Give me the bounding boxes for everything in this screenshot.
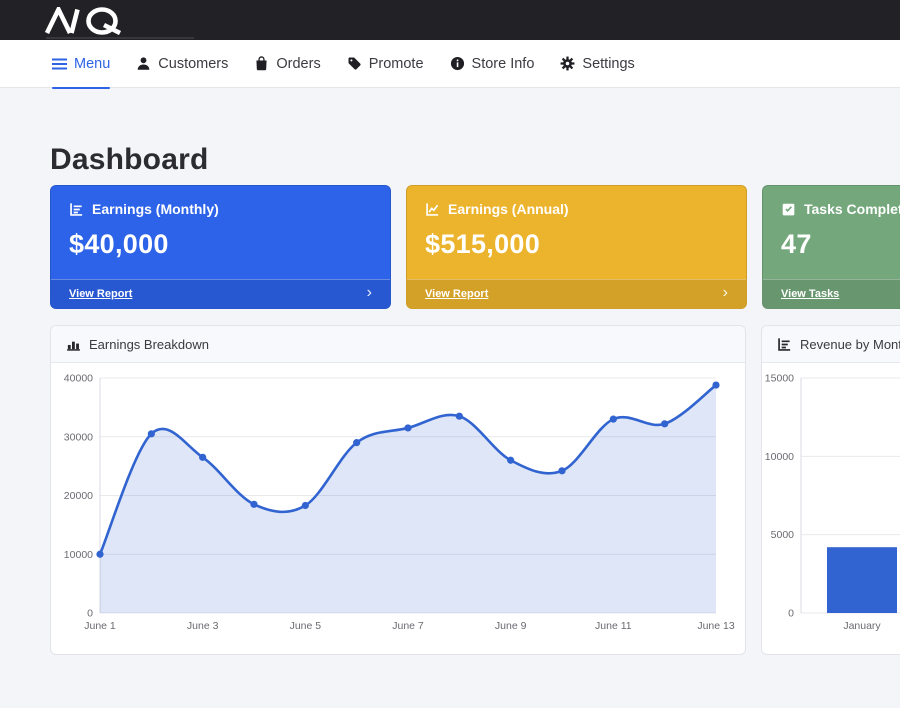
nav-item-store-info[interactable]: Store Info [450, 40, 535, 87]
stat-card-value: $40,000 [69, 229, 169, 259]
bar-lines-icon [70, 202, 83, 216]
shopping-bag-icon [256, 56, 267, 71]
logo-underline [46, 37, 194, 39]
stat-card-earnings-monthly: Earnings (Monthly) $40,000 View Report › [50, 185, 391, 309]
svg-text:June 3: June 3 [187, 620, 219, 632]
stat-card-title: Tasks Completed [804, 201, 900, 217]
stat-card-value: $515,000 [425, 229, 541, 259]
top-app-bar [0, 0, 900, 40]
svg-text:10000: 10000 [64, 549, 93, 561]
nav-item-promote[interactable]: Promote [347, 40, 424, 87]
hamburger-icon [52, 58, 67, 69]
stat-card-title: Earnings (Annual) [448, 201, 569, 217]
view-report-link[interactable]: View Report [69, 288, 133, 300]
page-title: Dashboard [50, 143, 209, 176]
svg-text:40000: 40000 [64, 373, 93, 385]
svg-text:June 7: June 7 [392, 620, 424, 632]
svg-text:January: January [843, 620, 881, 632]
svg-text:10000: 10000 [765, 451, 794, 463]
tag-icon [348, 57, 361, 70]
active-tab-underline [52, 87, 111, 89]
check-square-icon [782, 203, 795, 215]
stat-cards-row: Earnings (Monthly) $40,000 View Report ›… [50, 185, 900, 309]
stat-card-tasks-completed: Tasks Completed 47 View Tasks › [762, 185, 900, 309]
stat-card-title: Earnings (Monthly) [92, 201, 219, 217]
stat-card-value: 47 [781, 229, 812, 259]
nav-item-label: Orders [276, 55, 321, 72]
nav-item-label: Settings [582, 55, 635, 72]
view-report-link[interactable]: View Report [425, 288, 489, 300]
nav-item-label: Store Info [471, 55, 535, 72]
svg-text:June 9: June 9 [495, 620, 527, 632]
stat-card-footer: View Report › [51, 279, 390, 308]
svg-text:15000: 15000 [765, 373, 794, 385]
stat-card-earnings-annual: Earnings (Annual) $515,000 View Report › [406, 185, 747, 309]
svg-text:0: 0 [87, 608, 93, 620]
view-tasks-link[interactable]: View Tasks [781, 288, 840, 300]
svg-text:30000: 30000 [64, 431, 93, 443]
charts-row: Earnings Breakdown 0 10000 20000 30000 40000… [50, 325, 900, 655]
line-chart-icon [426, 202, 439, 216]
svg-text:5000: 5000 [771, 529, 795, 541]
chart-card-title: Revenue by Month [800, 336, 900, 352]
earnings-breakdown-card: Earnings Breakdown 0 10000 20000 30000 40000… [50, 325, 746, 655]
stat-card-footer: View Tasks › [763, 279, 900, 308]
main-nav: Menu Customers Orders Promote Store Info [0, 40, 900, 89]
svg-text:June 13: June 13 [697, 620, 735, 632]
svg-text:0: 0 [788, 608, 794, 620]
nav-item-label: Menu [74, 55, 111, 72]
chevron-right-icon: › [366, 284, 372, 301]
bar-lines-icon [778, 337, 791, 351]
gear-icon [560, 56, 575, 71]
svg-text:20000: 20000 [64, 490, 93, 502]
info-circle-icon [450, 56, 464, 71]
nav-item-settings[interactable]: Settings [560, 40, 635, 87]
svg-text:June 11: June 11 [595, 620, 632, 632]
nav-item-customers[interactable]: Customers [136, 40, 228, 87]
chevron-right-icon: › [722, 284, 728, 301]
revenue-by-month-card: Revenue by Month 0 5000 10000 15000 January [761, 325, 900, 655]
nav-item-label: Customers [158, 55, 229, 72]
nav-item-label: Promote [368, 55, 424, 72]
nav-item-menu[interactable]: Menu [52, 40, 111, 89]
nav-item-orders[interactable]: Orders [254, 40, 321, 87]
earnings-breakdown-chart: 0 10000 20000 30000 40000 June 1 June 3 June 5 J… [64, 373, 735, 633]
person-icon [137, 57, 150, 70]
chart-card-title: Earnings Breakdown [89, 336, 209, 352]
svg-text:June 5: June 5 [290, 620, 322, 632]
bar-chart-icon [67, 341, 80, 351]
revenue-by-month-chart: 0 5000 10000 15000 January [765, 373, 900, 632]
app-logo [44, 7, 122, 35]
stat-card-footer: View Report › [407, 279, 746, 308]
svg-text:June 1: June 1 [84, 620, 116, 632]
